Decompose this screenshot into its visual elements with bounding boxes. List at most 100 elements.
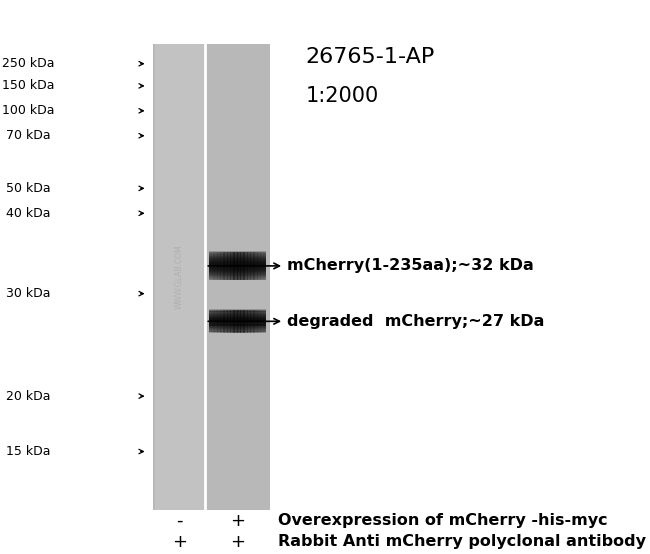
Bar: [209, 270, 266, 271]
Bar: [209, 311, 266, 312]
Bar: [230, 310, 232, 333]
Bar: [209, 252, 266, 253]
Bar: [216, 310, 218, 333]
Bar: [209, 274, 266, 275]
Bar: [259, 310, 261, 333]
Bar: [209, 266, 266, 267]
Bar: [252, 310, 254, 333]
Bar: [209, 252, 211, 280]
Bar: [226, 310, 228, 333]
Bar: [209, 265, 266, 266]
Bar: [211, 310, 214, 333]
Bar: [209, 310, 266, 311]
Bar: [209, 254, 266, 255]
Bar: [240, 310, 242, 333]
Bar: [209, 310, 266, 311]
Bar: [256, 252, 258, 280]
Bar: [209, 267, 266, 268]
Bar: [209, 320, 266, 321]
Bar: [249, 252, 251, 280]
Bar: [256, 310, 258, 333]
Text: degraded  mCherry;~27 kDa: degraded mCherry;~27 kDa: [287, 314, 545, 329]
Bar: [236, 310, 238, 333]
Bar: [209, 262, 266, 263]
Bar: [222, 252, 224, 280]
Bar: [209, 257, 266, 258]
Bar: [210, 252, 212, 280]
Bar: [209, 278, 266, 279]
Bar: [209, 265, 266, 266]
Text: 15 kDa: 15 kDa: [2, 445, 51, 458]
Bar: [229, 252, 231, 280]
Text: 100 kDa: 100 kDa: [2, 104, 55, 117]
Bar: [218, 252, 221, 280]
Bar: [227, 310, 229, 333]
Bar: [209, 316, 266, 317]
Bar: [209, 275, 266, 276]
Bar: [209, 329, 266, 330]
Bar: [209, 326, 266, 327]
Text: 150 kDa: 150 kDa: [2, 79, 55, 93]
Bar: [230, 252, 232, 280]
Bar: [211, 252, 214, 280]
Bar: [257, 310, 259, 333]
Bar: [265, 252, 266, 280]
Bar: [209, 311, 266, 312]
Bar: [209, 257, 266, 258]
Bar: [209, 270, 266, 271]
Bar: [209, 253, 266, 254]
Bar: [209, 330, 266, 331]
Bar: [209, 314, 266, 315]
Bar: [247, 252, 250, 280]
Bar: [209, 255, 266, 256]
Bar: [214, 252, 216, 280]
Bar: [242, 252, 244, 280]
Bar: [231, 310, 233, 333]
Bar: [253, 310, 255, 333]
Bar: [246, 252, 248, 280]
Bar: [207, 44, 268, 510]
Bar: [209, 268, 266, 269]
Text: 26765-1-AP: 26765-1-AP: [306, 47, 435, 67]
Bar: [209, 315, 266, 316]
Bar: [257, 252, 259, 280]
Bar: [235, 310, 237, 333]
Bar: [209, 269, 266, 270]
Bar: [209, 269, 266, 270]
Bar: [209, 326, 266, 327]
Bar: [209, 279, 266, 280]
Bar: [209, 327, 266, 328]
Bar: [209, 331, 266, 332]
Bar: [209, 251, 266, 252]
Bar: [209, 260, 266, 261]
Bar: [259, 252, 261, 280]
Bar: [209, 325, 266, 326]
Bar: [209, 271, 266, 272]
Bar: [209, 329, 266, 330]
Text: 1:2000: 1:2000: [306, 86, 379, 106]
Bar: [209, 314, 266, 315]
Text: 70 kDa: 70 kDa: [2, 129, 51, 142]
Bar: [233, 252, 235, 280]
Bar: [260, 310, 262, 333]
Bar: [209, 261, 266, 263]
Text: WWW.GLAB.COM: WWW.GLAB.COM: [176, 245, 184, 309]
Text: 20 kDa: 20 kDa: [2, 389, 51, 403]
Bar: [244, 252, 246, 280]
Bar: [209, 321, 266, 322]
Bar: [209, 276, 266, 278]
Bar: [209, 273, 266, 274]
Bar: [254, 252, 257, 280]
Bar: [209, 331, 266, 332]
Bar: [209, 252, 266, 253]
Bar: [209, 278, 266, 279]
Bar: [209, 255, 266, 257]
Bar: [235, 252, 237, 280]
Text: +: +: [172, 533, 187, 551]
Bar: [209, 319, 266, 320]
Bar: [254, 310, 257, 333]
Text: 40 kDa: 40 kDa: [2, 207, 51, 220]
Bar: [242, 310, 244, 333]
Bar: [261, 310, 264, 333]
Bar: [209, 312, 266, 313]
